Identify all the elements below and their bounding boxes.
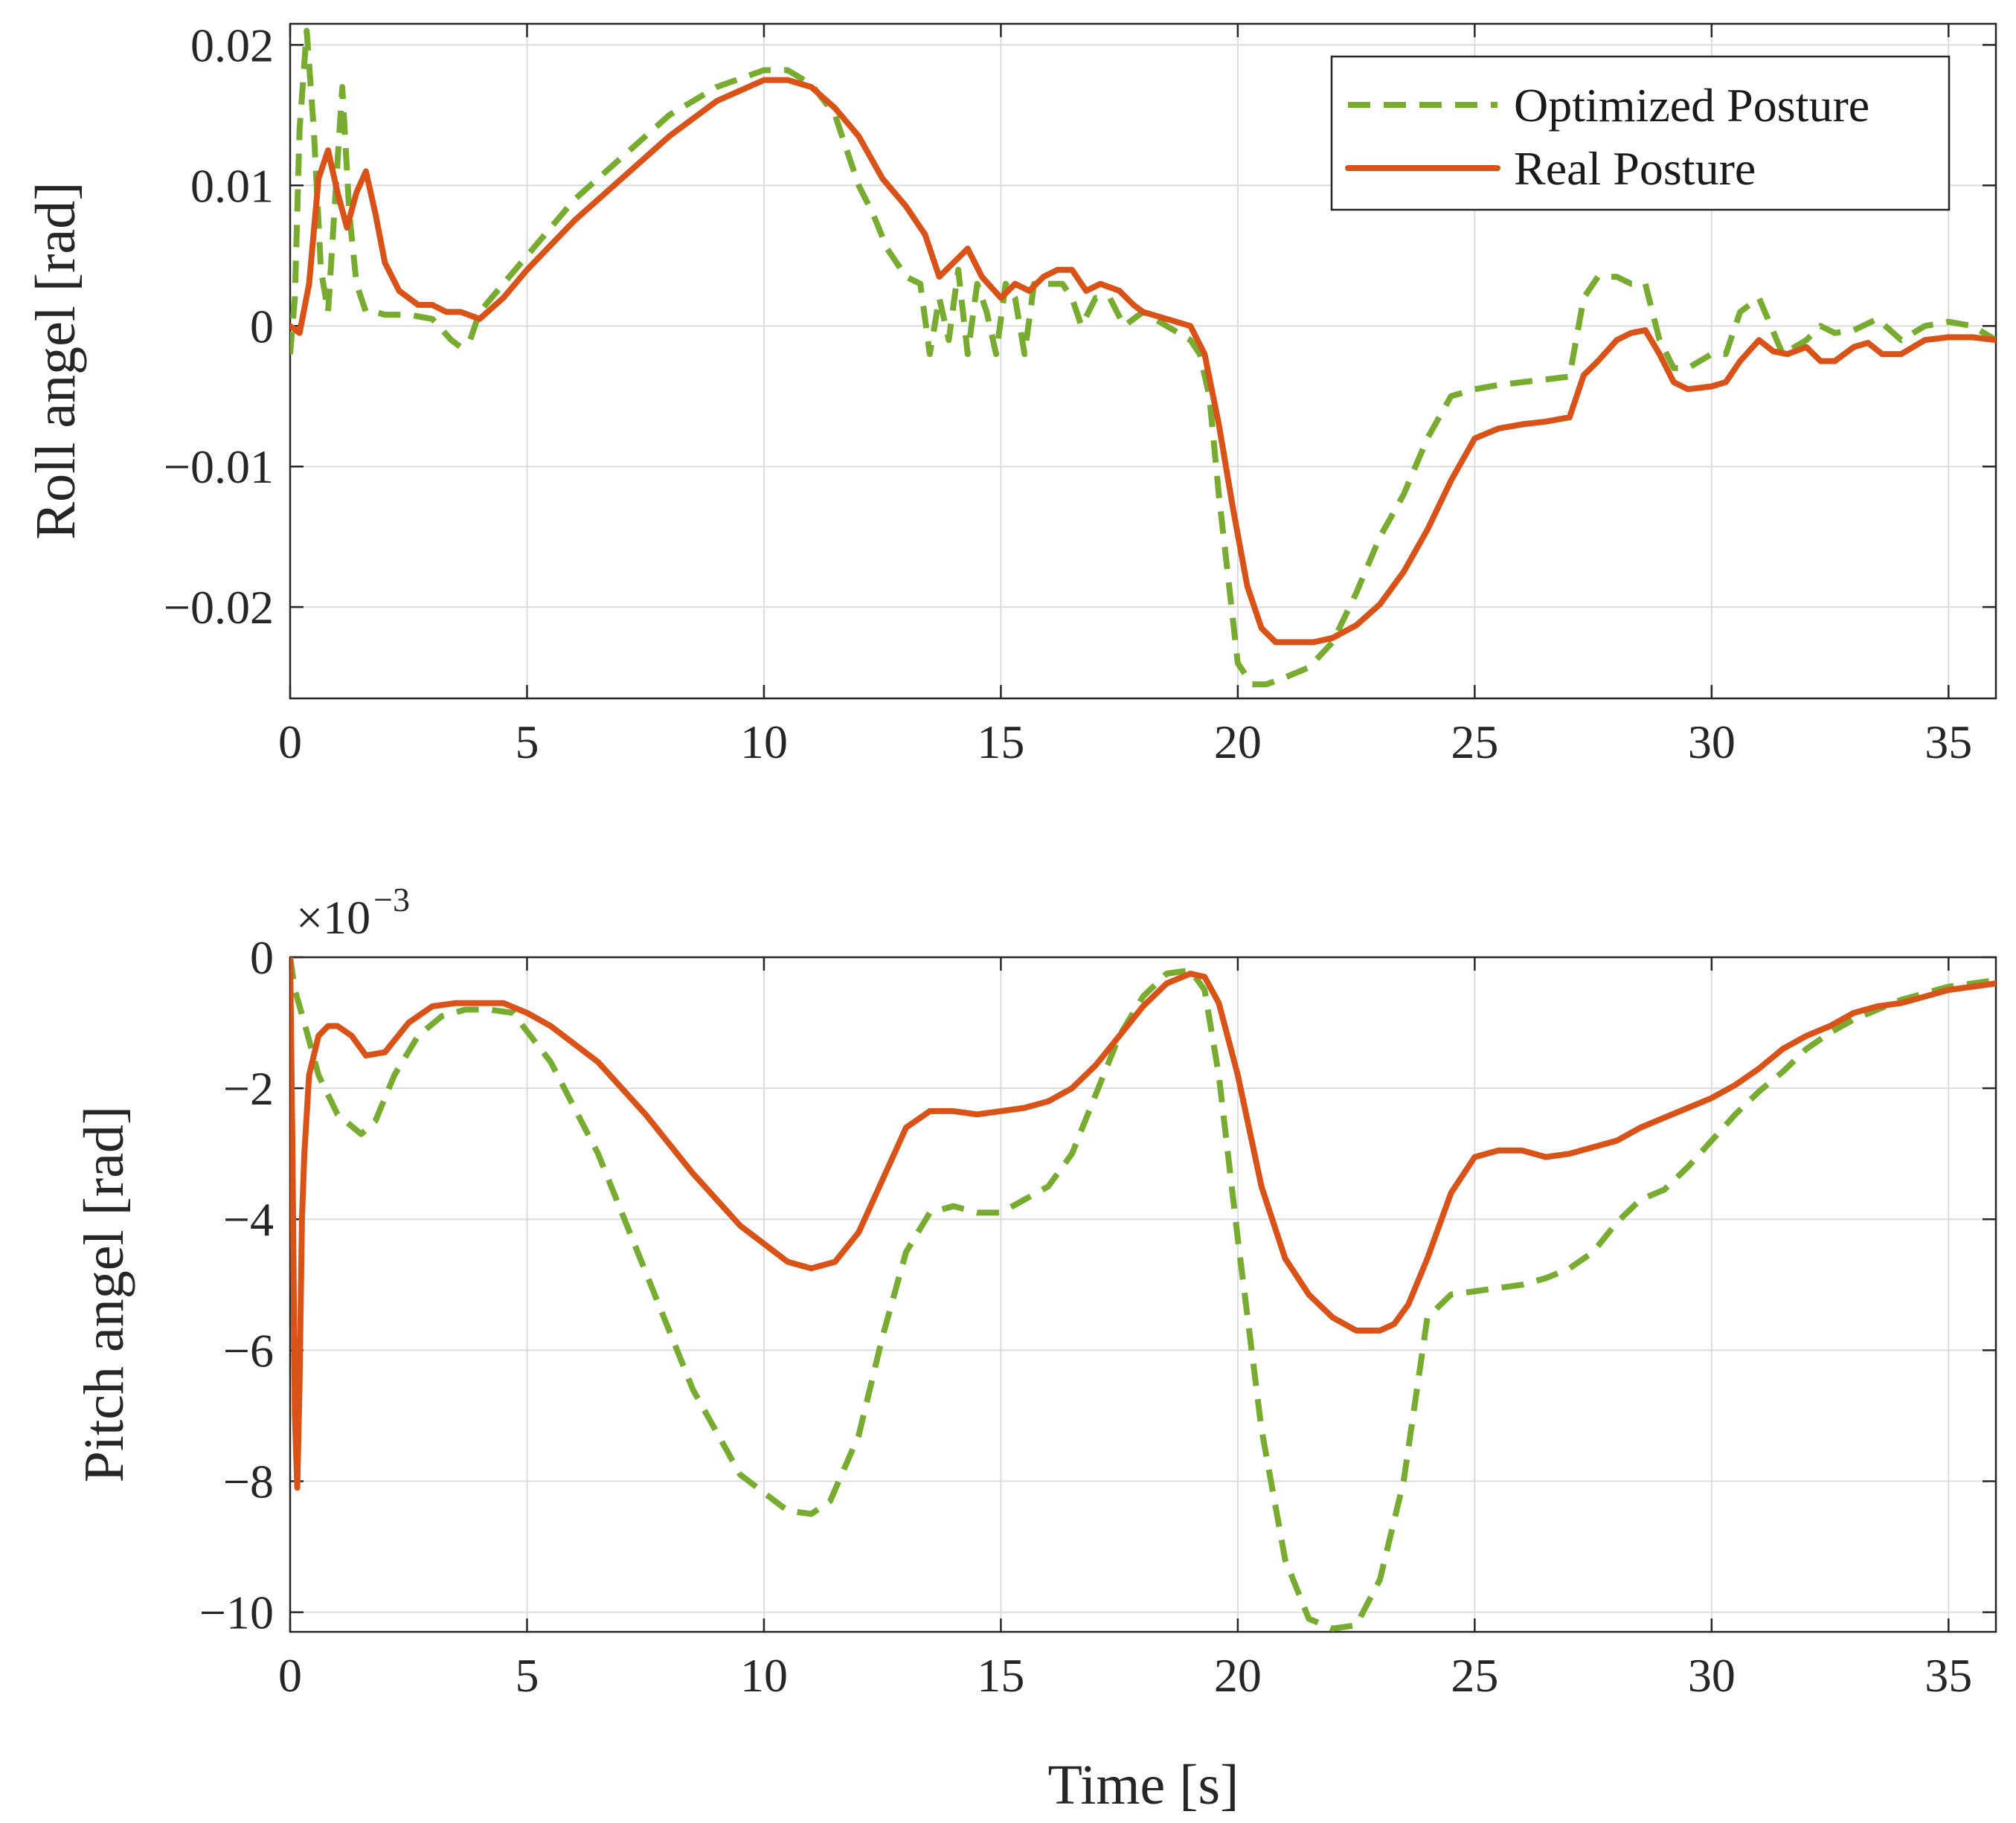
roll-ytick-label: 0.02 bbox=[190, 19, 274, 71]
pitch-ytick-label: −6 bbox=[223, 1324, 274, 1377]
roll-xtick-label: 20 bbox=[1214, 716, 1262, 768]
roll-axes-box bbox=[289, 22, 1997, 700]
roll-series-real bbox=[290, 77, 1996, 646]
legend-label-real: Real Posture bbox=[1514, 142, 1756, 195]
pitch-ytick-label: −8 bbox=[223, 1455, 274, 1508]
roll-xtick-label: 30 bbox=[1688, 716, 1736, 768]
pitch-xtick-label: 10 bbox=[740, 1649, 788, 1702]
roll-xtick-label: 35 bbox=[1924, 716, 1972, 768]
roll-xtick-label: 15 bbox=[977, 716, 1024, 768]
legend-box bbox=[1330, 55, 1951, 211]
roll-legend: Optimized Posture Real Posture bbox=[1330, 55, 1951, 211]
pitch-exponent-label: ×10 −3 bbox=[296, 881, 410, 944]
exponent-prefix: ×10 bbox=[296, 891, 370, 944]
exponent-power: −3 bbox=[373, 881, 410, 919]
pitch-xtick-label: 0 bbox=[278, 1649, 302, 1702]
pitch-ytick-label: −10 bbox=[199, 1586, 274, 1639]
legend-label-optimized: Optimized Posture bbox=[1514, 79, 1869, 132]
roll-ticks: 0 5 10 15 20 25 30 35 −0.02 −0.01 0 0.01 0.02 bbox=[164, 19, 1996, 768]
roll-ylabel: Roll angel [rad] bbox=[25, 181, 87, 539]
pitch-xtick-label: 5 bbox=[515, 1649, 539, 1702]
pitch-xtick-label: 20 bbox=[1214, 1649, 1262, 1702]
pitch-xtick-label: 35 bbox=[1924, 1649, 1972, 1702]
pitch-axes-box bbox=[289, 956, 1997, 1633]
roll-xtick-label: 10 bbox=[740, 716, 788, 768]
roll-series bbox=[290, 28, 1996, 688]
pitch-ylabel: Pitch angel [rad] bbox=[73, 1106, 135, 1482]
roll-xtick-label: 5 bbox=[515, 716, 539, 768]
pitch-ytick-label: −2 bbox=[223, 1062, 274, 1115]
roll-xtick-label: 0 bbox=[278, 716, 302, 768]
pitch-series-real bbox=[290, 957, 1996, 1491]
roll-chart: 0 5 10 15 20 25 30 35 −0.02 −0.01 0 0.01 0.02 Roll a… bbox=[25, 19, 1997, 768]
pitch-series bbox=[290, 957, 1996, 1632]
pitch-xtick-label: 25 bbox=[1451, 1649, 1498, 1702]
pitch-chart: 0 5 10 15 20 25 30 35 −10 −8 −6 −4 −2 0 Pitch angel [… bbox=[73, 881, 1997, 1816]
roll-ytick-label: −0.02 bbox=[164, 581, 274, 634]
roll-xtick-label: 25 bbox=[1451, 716, 1498, 768]
pitch-ytick-label: 0 bbox=[250, 931, 274, 984]
roll-ytick-label: 0.01 bbox=[190, 159, 274, 212]
pitch-ytick-label: −4 bbox=[223, 1193, 274, 1246]
roll-ytick-label: 0 bbox=[250, 300, 274, 353]
roll-ytick-label: −0.01 bbox=[164, 440, 274, 493]
pitch-series-optimized bbox=[290, 957, 1996, 1632]
pitch-xlabel: Time [s] bbox=[1048, 1754, 1239, 1816]
roll-series-optimized bbox=[290, 28, 1996, 688]
pitch-xtick-label: 15 bbox=[977, 1649, 1024, 1702]
pitch-xtick-label: 30 bbox=[1688, 1649, 1736, 1702]
pitch-ticks: 0 5 10 15 20 25 30 35 −10 −8 −6 −4 −2 0 bbox=[199, 931, 1996, 1702]
